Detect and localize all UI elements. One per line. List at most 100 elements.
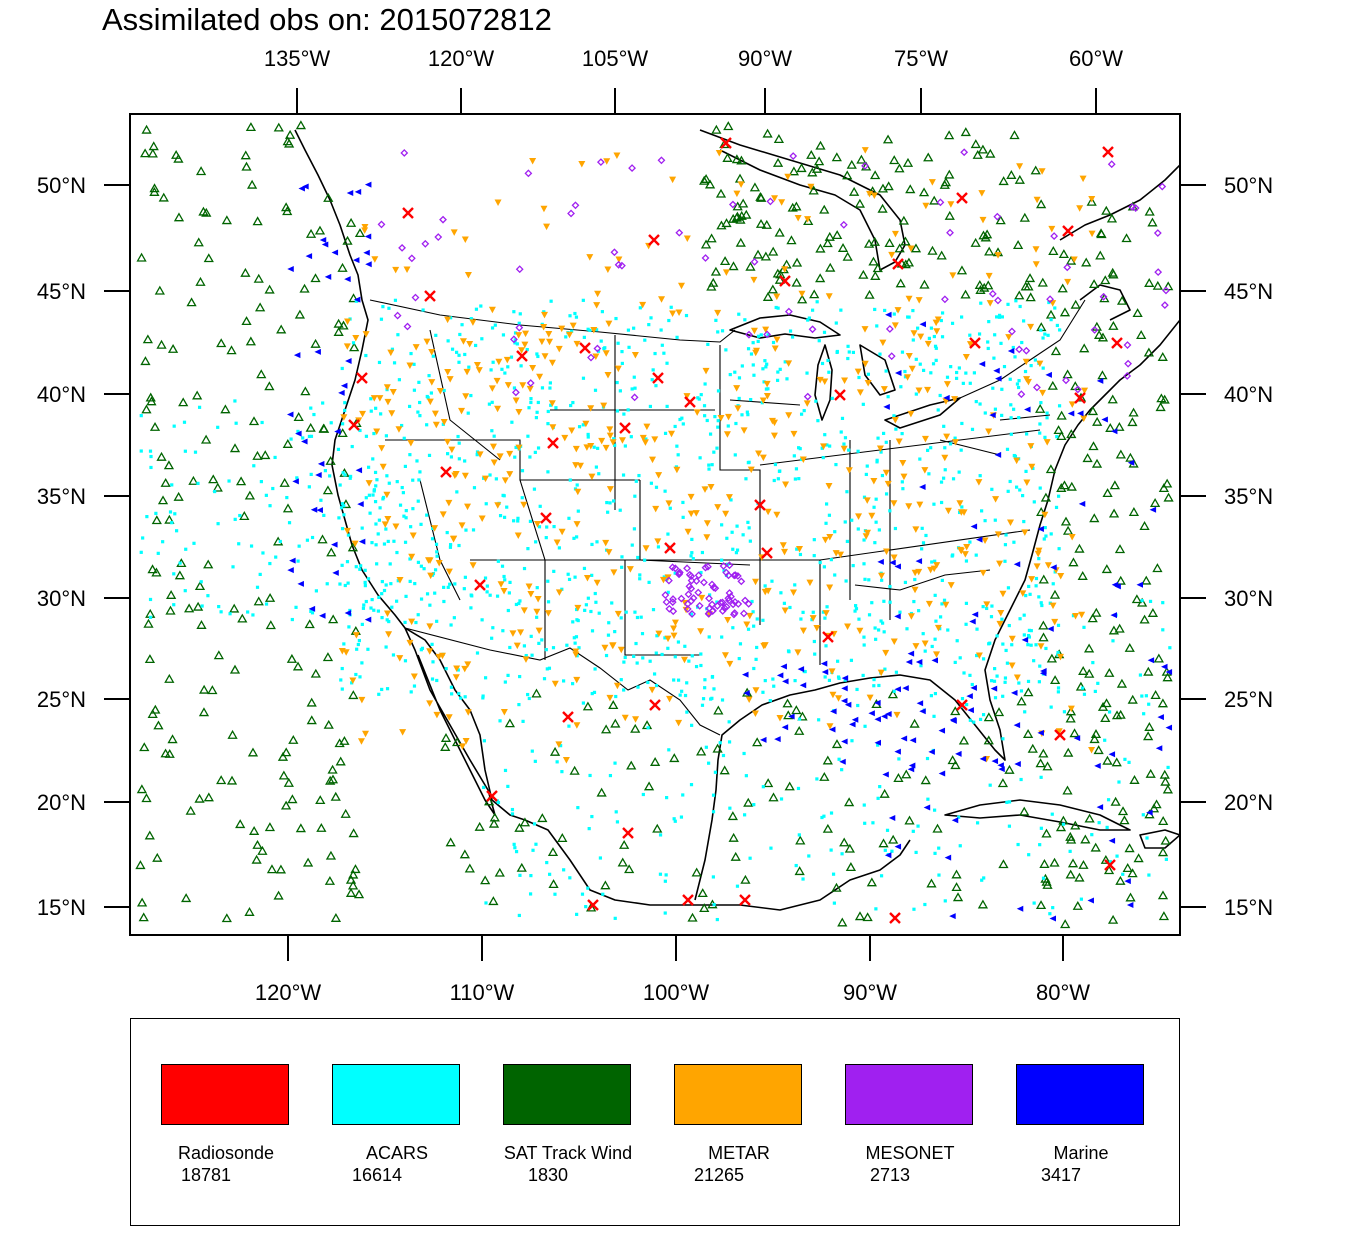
sat-track-wind-marker: [273, 890, 284, 900]
acars-marker: [934, 346, 938, 350]
sat-track-wind-marker: [844, 843, 855, 853]
acars-marker: [287, 521, 292, 525]
acars-marker: [593, 667, 597, 671]
acars-marker: [920, 526, 924, 530]
acars-marker: [431, 660, 435, 664]
metar-marker: [1035, 547, 1043, 555]
sat-track-wind-marker: [822, 823, 833, 833]
acars-marker: [1022, 633, 1026, 637]
metar-marker: [675, 719, 683, 727]
sat-track-wind-marker: [305, 228, 317, 238]
acars-marker: [927, 336, 931, 340]
acars-marker: [1009, 416, 1013, 420]
cuba-coastline: [944, 799, 1131, 831]
acars-marker: [649, 481, 653, 485]
acars-marker: [567, 724, 571, 728]
metar-marker: [924, 340, 932, 348]
marine-marker: [344, 276, 351, 283]
acars-marker: [872, 677, 876, 682]
acars-marker: [337, 516, 341, 520]
acars-marker: [731, 547, 735, 551]
metar-marker: [992, 496, 1000, 503]
radiosonde-marker: [1054, 729, 1066, 741]
metar-marker: [999, 590, 1007, 598]
metar-marker: [490, 459, 498, 466]
marine-marker: [916, 700, 924, 707]
sat-track-wind-marker: [1016, 696, 1027, 706]
acars-marker: [733, 453, 737, 457]
mesonet-marker: [725, 596, 733, 605]
metar-marker: [966, 341, 974, 348]
acars-marker: [345, 560, 350, 564]
acars-marker: [660, 343, 664, 347]
sat-track-wind-marker: [279, 477, 290, 487]
acars-marker: [510, 812, 515, 816]
metar-marker: [543, 223, 551, 231]
metar-marker: [445, 499, 453, 507]
acars-marker: [740, 364, 744, 368]
mesonet-marker: [733, 572, 742, 580]
sat-track-wind-marker: [791, 277, 802, 287]
sat-track-wind-marker: [774, 227, 785, 237]
mesonet-marker: [683, 564, 691, 573]
acars-marker: [792, 454, 796, 458]
metar-marker: [825, 482, 833, 490]
acars-marker: [827, 370, 831, 374]
acars-marker: [435, 678, 439, 683]
acars-marker: [614, 316, 618, 321]
sat-track-wind-marker: [282, 206, 293, 216]
mesonet-marker: [377, 220, 386, 229]
metar-marker: [407, 439, 415, 447]
acars-marker: [622, 412, 626, 416]
metar-marker: [408, 553, 416, 561]
metar-marker: [606, 486, 614, 493]
acars-marker: [519, 364, 523, 368]
metar-marker: [837, 551, 845, 559]
acars-marker: [901, 487, 905, 491]
acars-marker: [843, 436, 848, 440]
sat-track-wind-marker: [167, 734, 178, 744]
metar-marker: [609, 439, 617, 446]
baja-california-coastline: [404, 627, 496, 816]
acars-marker: [624, 610, 628, 614]
metar-marker: [862, 533, 870, 540]
acars-marker: [535, 615, 539, 619]
metar-marker: [978, 190, 986, 197]
metar-marker: [673, 466, 681, 474]
sat-track-wind-marker: [569, 765, 580, 775]
acars-marker: [875, 460, 879, 464]
acars-marker: [726, 424, 730, 428]
sat-track-wind-marker: [282, 439, 293, 448]
metar-marker: [384, 398, 392, 406]
marine-marker: [868, 710, 875, 717]
acars-marker: [990, 487, 994, 491]
sat-track-wind-marker: [1128, 507, 1140, 516]
mesonet-marker: [407, 254, 416, 263]
acars-marker: [735, 524, 739, 528]
acars-marker: [950, 554, 954, 558]
mesonet-marker: [734, 600, 743, 608]
acars-marker: [457, 353, 461, 357]
sat-track-wind-marker: [1075, 681, 1087, 691]
acars-marker: [1062, 710, 1067, 714]
radiosonde-marker: [562, 711, 574, 723]
sat-track-wind-marker: [1114, 544, 1126, 554]
mesonet-marker: [1099, 292, 1108, 301]
acars-marker: [939, 318, 943, 323]
acars-marker: [532, 487, 537, 491]
acars-marker: [679, 815, 684, 819]
acars-marker: [382, 542, 387, 546]
metar-marker: [639, 301, 647, 309]
sat-track-wind-marker: [340, 808, 351, 818]
acars-marker: [149, 454, 153, 459]
acars-marker: [425, 423, 429, 427]
acars-marker: [702, 404, 707, 408]
acars-marker: [516, 516, 520, 520]
metar-marker: [444, 316, 452, 324]
radiosonde-marker: [648, 234, 660, 246]
acars-marker: [172, 603, 176, 607]
mesonet-marker: [887, 352, 896, 361]
acars-marker: [638, 577, 642, 581]
acars-marker: [931, 362, 936, 366]
sat-track-wind-marker: [317, 534, 328, 544]
